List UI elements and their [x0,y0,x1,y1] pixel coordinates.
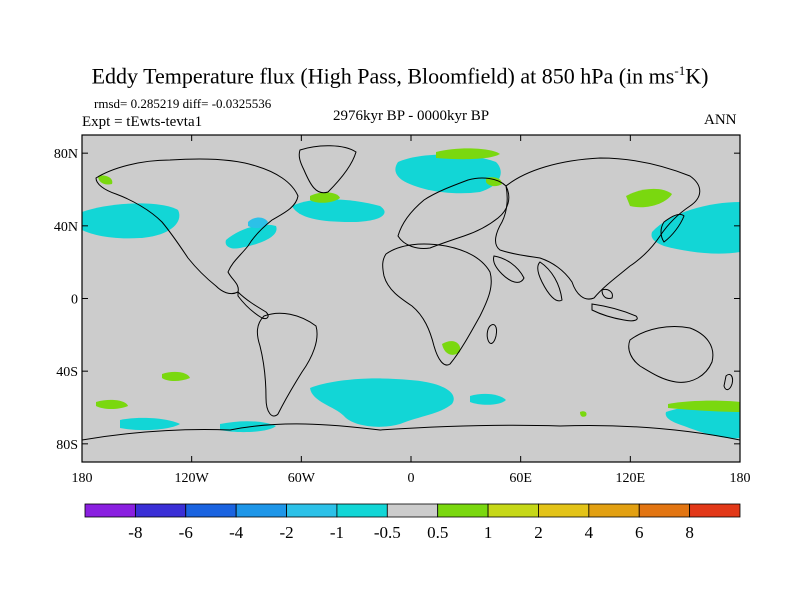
x-tick-label-0: 180 [72,471,93,486]
colorbar-label-7: 1 [484,523,493,542]
coast-central-america [237,290,269,319]
patch-green-iceland [310,192,340,203]
coast-africa [382,243,492,366]
patch-nw-atlantic [225,224,277,249]
coast-asia [495,157,701,300]
colorbar-label-2: -4 [229,523,244,542]
coast-madagascar [486,323,497,344]
colorbar-label-6: 0.5 [427,523,448,542]
coast-arabia-india [493,255,563,302]
patch-green-s-australia [668,400,740,412]
patch-n-pacific [82,203,180,239]
patch-green-alaska [98,175,113,185]
colorbar: -8 -6 -4 -2 -1 -0.5 0.5 1 2 4 6 8 [84,503,741,542]
title-superscript: -1 [674,63,686,78]
y-axis-ticks: 80N 40N 0 40S 80S [54,147,740,453]
colorbar-swatch-2 [185,503,237,518]
colorbar-label-5: -0.5 [374,523,401,542]
patch-green-s-pacific [162,371,190,381]
colorbar-label-0: -8 [128,523,142,542]
y-tick-label-4: 80S [56,438,78,453]
y-tick-label-2: 0 [71,293,78,308]
x-tick-label-4: 60E [509,471,532,486]
coast-new-zealand [723,373,733,391]
coast-greenland [298,145,357,194]
patch-green-okhotsk [626,188,672,208]
patch-labrador [248,217,268,229]
coast-australia [628,326,714,383]
colorbar-label-11: 8 [685,523,694,542]
x-tick-label-1: 120W [175,471,210,486]
patch-green-baltic [486,177,502,187]
x-tick-label-6: 180 [730,471,751,486]
patch-s-pacific-cyan [120,417,180,431]
x-tick-label-5: 120E [616,471,646,486]
y-tick-label-3: 40S [56,365,78,380]
period-label: 2976kyr BP - 0000kyr BP [332,108,490,124]
patch-greenland-sea [395,154,501,194]
patch-n-atlantic [292,199,385,222]
colorbar-swatch-10 [588,503,640,518]
title-end: K) [685,63,709,89]
colorbar-swatch-7 [437,503,489,518]
patch-green-s-atlantic [442,341,461,355]
y-tick-label-1: 40N [54,220,78,235]
patch-s-australia [665,403,740,439]
coast-south-america [256,312,318,417]
colorbar-swatch-6 [386,503,439,518]
coast-europe [397,177,510,249]
y-tick-label-0: 80N [54,147,78,162]
patch-nw-pacific [651,202,740,254]
colorbar-label-8: 2 [534,523,543,542]
coast-japan [660,213,685,243]
colorbar-label-9: 4 [585,523,594,542]
colorbar-label-3: -2 [279,523,293,542]
colorbar-label-1: -6 [179,523,193,542]
figure-title: Eddy Temperature flux (High Pass, Bloomf… [0,58,800,89]
colorbar-swatch-11 [638,503,691,518]
patch-green-s-indian [580,411,587,417]
colorbar-label-10: 6 [635,523,644,542]
patch-s-atlantic [310,378,454,427]
coastlines [82,145,740,441]
x-tick-label-2: 60W [288,471,316,486]
colorbar-label-4: -1 [330,523,344,542]
colorbar-swatch-12 [689,503,741,518]
colorbar-swatch-8 [487,503,539,518]
patch-s-indian [470,393,506,405]
coast-se-asia-islands [591,289,638,322]
colorbar-swatch-0 [84,503,136,518]
colorbar-swatch-1 [134,503,187,518]
season-label: ANN [704,112,737,128]
coast-north-america [95,158,299,295]
colorbar-swatch-4 [286,503,338,518]
coast-antarctica [82,423,740,441]
x-tick-label-3: 0 [408,471,415,486]
x-axis-ticks: 180 120W 60W 0 60E 120E 180 [72,135,751,486]
title-main: Eddy Temperature flux (High Pass, Bloomf… [91,63,675,89]
colorbar-swatch-9 [538,503,590,518]
patch-green-arctic [436,148,500,160]
patch-green-s-pacific-east [96,399,128,409]
colorbar-swatch-5 [336,503,388,518]
anomaly-patches [82,148,740,439]
experiment-label: Expt = tEwts-tevta1 [82,114,203,130]
stats-text: rmsd= 0.285219 diff= -0.0325536 [94,96,272,111]
colorbar-swatch-3 [235,503,287,518]
